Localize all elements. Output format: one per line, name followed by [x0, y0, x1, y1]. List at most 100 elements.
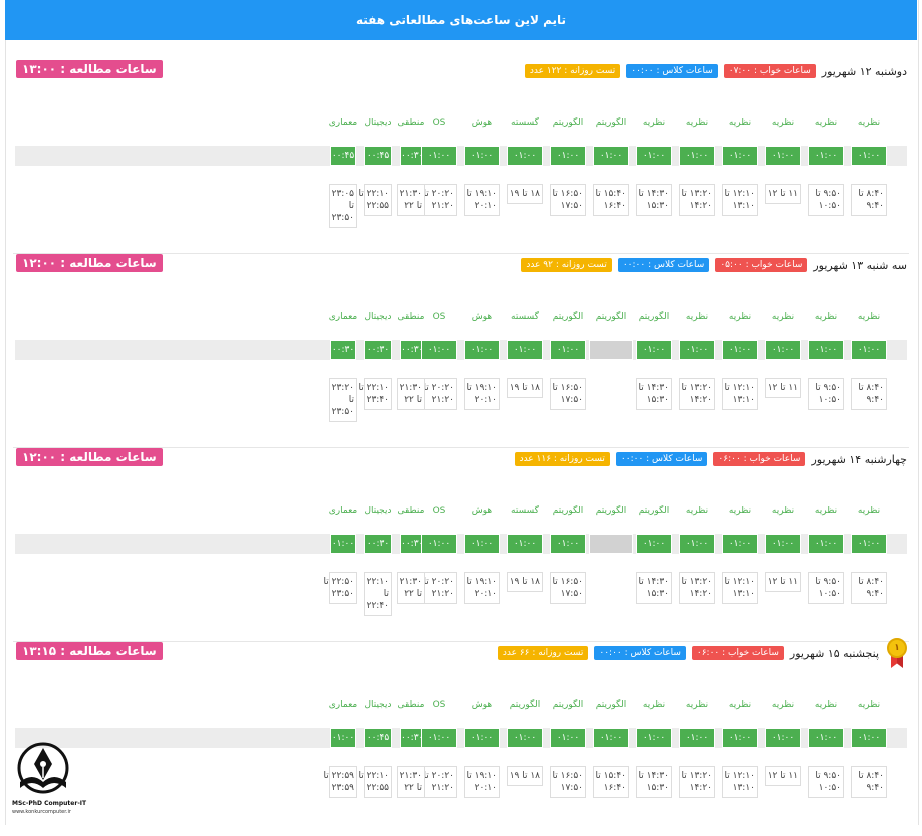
time-range-box: ۱۹:۱۰ تا ۲۰:۱۰ [464, 766, 500, 798]
duration-block[interactable]: ۰۱:۰۰ [636, 146, 672, 166]
page-frame [5, 0, 919, 825]
time-range-box: ۱۶:۵۰ تا ۱۷:۵۰ [550, 572, 586, 604]
time-range-box: ۱۸ تا ۱۹ [507, 378, 543, 398]
page-title: تایم لاین ساعت‌های مطالعاتی هفته [5, 0, 917, 40]
subject-label: دیجیتال [364, 700, 392, 710]
time-range-box: ۱۴:۳۰ تا ۱۵:۳۰ [636, 572, 672, 604]
duration-block[interactable]: ۰۰:۴۵ [364, 728, 392, 748]
subject-label: نظریه [814, 506, 838, 516]
subject-label: الگوریتم [638, 312, 670, 322]
duration-block[interactable]: ۰۱:۰۰ [808, 728, 844, 748]
duration-block[interactable]: ۰۱:۰۰ [421, 340, 457, 360]
duration-block[interactable]: ۰۱:۰۰ [464, 534, 500, 554]
duration-block[interactable]: ۰۱:۰۰ [421, 728, 457, 748]
duration-block[interactable]: ۰۰:۳۰ [364, 534, 392, 554]
logo-brand-text: MSc-PhD Computer-IT [12, 800, 87, 807]
study-hours-badge: ساعات مطالعه : ۱۲:۰۰ [16, 448, 163, 466]
duration-block[interactable]: ۰۰:۳۰ [400, 728, 422, 748]
time-range-box: ۲۲:۱۰ تا ۲۲:۵۵ [359, 184, 392, 216]
time-range-box: ۱۸ تا ۱۹ [507, 572, 543, 592]
duration-block[interactable]: ۰۰:۴۵ [364, 146, 392, 166]
subject-label: نظریه [728, 506, 752, 516]
subject-label: منطقی [397, 506, 425, 516]
duration-block[interactable]: ۰۱:۰۰ [679, 534, 715, 554]
duration-block[interactable]: ۰۱:۰۰ [507, 534, 543, 554]
sleep-hours-badge: ساعات خواب : ۰۶:۰۰ [691, 646, 784, 660]
duration-block[interactable]: ۰۱:۰۰ [550, 340, 586, 360]
duration-block[interactable]: ۰۱:۰۰ [808, 340, 844, 360]
subject-label: نظریه [685, 700, 709, 710]
subject-label: نظریه [857, 118, 881, 128]
duration-block[interactable]: ۰۱:۰۰ [507, 728, 543, 748]
duration-block[interactable]: ۰۰:۳۰ [330, 340, 356, 360]
subject-label: الگوریتم [552, 312, 584, 322]
duration-block[interactable]: ۰۰:۳۰ [400, 146, 422, 166]
duration-block[interactable]: ۰۱:۰۰ [851, 146, 887, 166]
medal-icon: ۱ [887, 638, 907, 668]
duration-block[interactable]: ۰۱:۰۰ [765, 146, 801, 166]
duration-block[interactable]: ۰۰:۳۰ [400, 534, 422, 554]
duration-block[interactable]: ۰۱:۰۰ [679, 146, 715, 166]
subject-label: الگوریتم [595, 312, 627, 322]
duration-block[interactable]: ۰۱:۰۰ [330, 728, 356, 748]
duration-block[interactable]: ۰۱:۰۰ [464, 728, 500, 748]
time-range-box: ۸:۴۰ تا ۹:۴۰ [851, 184, 887, 216]
duration-block[interactable]: ۰۱:۰۰ [765, 728, 801, 748]
duration-block[interactable]: ۰۱:۰۰ [636, 340, 672, 360]
time-range-box: ۱۴:۳۰ تا ۱۵:۳۰ [636, 184, 672, 216]
duration-block[interactable]: ۰۱:۰۰ [550, 534, 586, 554]
time-range-box: ۸:۴۰ تا ۹:۴۰ [851, 378, 887, 410]
duration-block[interactable] [589, 534, 633, 554]
duration-block[interactable]: ۰۰:۳۰ [364, 340, 392, 360]
duration-block[interactable]: ۰۱:۰۰ [765, 534, 801, 554]
time-range-box: ۸:۴۰ تا ۹:۴۰ [851, 572, 887, 604]
day-divider [13, 447, 909, 448]
subject-label: نظریه [642, 118, 666, 128]
time-range-box: ۱۳:۲۰ تا ۱۴:۲۰ [679, 766, 715, 798]
day-section: ساعات مطالعه : ۱۳:۱۵ ۱ پنجشنبه ۱۵ شهریور سا… [5, 638, 917, 836]
duration-block[interactable]: ۰۱:۰۰ [593, 728, 629, 748]
duration-block[interactable]: ۰۱:۰۰ [464, 146, 500, 166]
duration-block[interactable]: ۰۱:۰۰ [679, 340, 715, 360]
duration-block[interactable]: ۰۱:۰۰ [550, 146, 586, 166]
time-range-box: ۱۳:۲۰ تا ۱۴:۲۰ [679, 378, 715, 410]
subject-label: OS [432, 506, 446, 516]
duration-block[interactable]: ۰۱:۰۰ [679, 728, 715, 748]
duration-block[interactable]: ۰۱:۰۰ [722, 146, 758, 166]
logo-site-text: www.konkurcomputer.ir [12, 809, 71, 815]
duration-block[interactable]: ۰۱:۰۰ [421, 146, 457, 166]
time-range-box: ۱۶:۵۰ تا ۱۷:۵۰ [550, 184, 586, 216]
subject-label: دیجیتال [364, 506, 392, 516]
time-range-box: ۱۱ تا ۱۲ [765, 572, 801, 592]
subject-label: نظریه [728, 312, 752, 322]
duration-block[interactable]: ۰۱:۰۰ [722, 340, 758, 360]
subject-label: دیجیتال [364, 118, 392, 128]
duration-block[interactable]: ۰۱:۰۰ [464, 340, 500, 360]
duration-block[interactable]: ۰۱:۰۰ [808, 534, 844, 554]
duration-block[interactable]: ۰۱:۰۰ [330, 534, 356, 554]
duration-block[interactable]: ۰۱:۰۰ [421, 534, 457, 554]
class-hours-badge: ساعات کلاس : ۰۰:۰۰ [594, 646, 686, 660]
subject-label: نظریه [685, 312, 709, 322]
duration-block[interactable]: ۰۱:۰۰ [808, 146, 844, 166]
duration-block[interactable]: ۰۱:۰۰ [765, 340, 801, 360]
time-range-box: ۱۲:۱۰ تا ۱۳:۱۰ [722, 378, 758, 410]
duration-block[interactable]: ۰۱:۰۰ [636, 728, 672, 748]
duration-block[interactable]: ۰۰:۳۰ [400, 340, 422, 360]
duration-block[interactable]: ۰۱:۰۰ [507, 146, 543, 166]
duration-block[interactable]: ۰۱:۰۰ [722, 534, 758, 554]
time-range-box: ۱۳:۲۰ تا ۱۴:۲۰ [679, 184, 715, 216]
subject-label: نظریه [857, 312, 881, 322]
duration-block[interactable]: ۰۱:۰۰ [507, 340, 543, 360]
duration-block[interactable]: ۰۰:۴۵ [330, 146, 356, 166]
duration-block[interactable]: ۰۱:۰۰ [636, 534, 672, 554]
duration-block[interactable]: ۰۱:۰۰ [550, 728, 586, 748]
duration-block[interactable]: ۰۱:۰۰ [851, 728, 887, 748]
duration-block[interactable]: ۰۱:۰۰ [593, 146, 629, 166]
time-range-box: ۱۴:۳۰ تا ۱۵:۳۰ [636, 766, 672, 798]
duration-block[interactable] [589, 340, 633, 360]
duration-block[interactable]: ۰۱:۰۰ [851, 534, 887, 554]
duration-block[interactable]: ۰۱:۰۰ [851, 340, 887, 360]
time-range-box: ۱۶:۵۰ تا ۱۷:۵۰ [550, 378, 586, 410]
duration-block[interactable]: ۰۱:۰۰ [722, 728, 758, 748]
